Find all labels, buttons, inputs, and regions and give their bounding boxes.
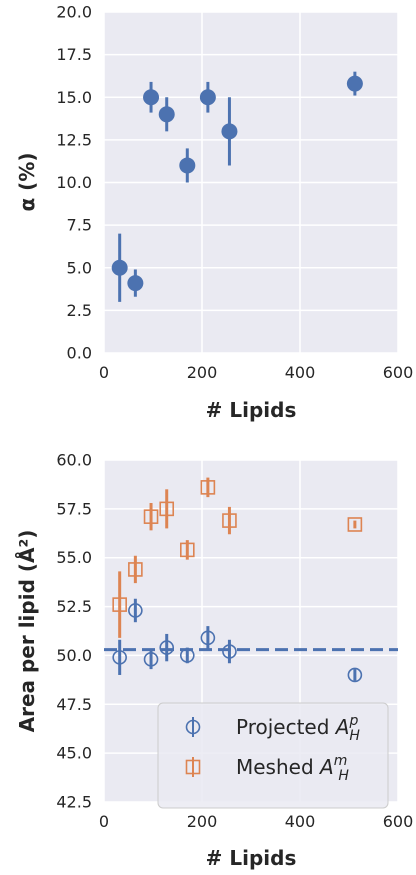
area-x-tick-label: 200 bbox=[187, 812, 218, 831]
alpha-data-point bbox=[199, 81, 216, 113]
point-marker bbox=[347, 667, 363, 683]
area-data-point bbox=[347, 517, 363, 532]
area-data-point bbox=[222, 639, 237, 664]
area-data-point bbox=[143, 649, 159, 670]
area-data-point bbox=[128, 555, 143, 584]
alpha-y-tick-label: 17.5 bbox=[56, 45, 92, 64]
point-marker bbox=[159, 640, 175, 655]
point-marker bbox=[200, 480, 216, 495]
alpha-tick-labels: 0.0 2.5 5.0 7.5 10.0 12.5 15.0 17.5 20.0 0 200 400 6… bbox=[56, 3, 413, 383]
legend-item: Projected Ap H bbox=[185, 713, 360, 744]
legend-swatch-marker bbox=[185, 759, 201, 775]
area-x-tick-label: 400 bbox=[285, 812, 316, 831]
area-data-point bbox=[143, 502, 159, 531]
area-data-point bbox=[200, 626, 216, 650]
area-y-tick-label: 57.5 bbox=[56, 499, 92, 518]
alpha-data-point bbox=[346, 71, 363, 96]
alpha-data-point bbox=[143, 81, 160, 113]
point-marker bbox=[221, 123, 238, 140]
alpha-y-tick-label: 7.5 bbox=[67, 216, 92, 235]
alpha-data-point bbox=[127, 269, 144, 297]
point-marker bbox=[127, 275, 144, 292]
alpha-data-point bbox=[111, 233, 128, 302]
legend-label: Projected Ap H bbox=[236, 713, 360, 744]
legend: Projected Ap H Meshed Am H bbox=[157, 702, 389, 809]
alpha-x-tick-label: 200 bbox=[187, 363, 218, 382]
area-data-point bbox=[200, 477, 216, 498]
alpha-x-tick-label: 600 bbox=[383, 363, 414, 382]
area-data-point bbox=[112, 571, 127, 638]
alpha-chart: 0.0 2.5 5.0 7.5 10.0 12.5 15.0 17.5 20.0 0 200 400 6… bbox=[15, 3, 413, 423]
point-marker bbox=[200, 630, 216, 646]
alpha-data-point bbox=[179, 148, 196, 183]
area-y-tick-label: 52.5 bbox=[56, 597, 92, 616]
area-y-tick-label: 55.0 bbox=[56, 548, 92, 567]
area-y-tick-label: 47.5 bbox=[56, 695, 92, 714]
area-data-point bbox=[112, 639, 127, 675]
area-data-point bbox=[128, 598, 143, 623]
point-marker bbox=[143, 509, 159, 524]
area-y-axis-label: Area per lipid (Å²) bbox=[15, 530, 39, 733]
point-marker bbox=[111, 259, 128, 276]
area-y-tick-label: 45.0 bbox=[56, 744, 92, 763]
alpha-y-tick-label: 2.5 bbox=[67, 301, 92, 320]
area-x-axis-label: # Lipids bbox=[206, 846, 297, 870]
alpha-y-tick-label: 12.5 bbox=[56, 130, 92, 149]
area-data-point bbox=[159, 633, 175, 662]
legend-box bbox=[157, 702, 389, 809]
point-marker bbox=[143, 89, 160, 106]
point-marker bbox=[347, 517, 363, 532]
alpha-x-axis-label: # Lipids bbox=[206, 398, 297, 422]
area-x-tick-label: 0 bbox=[99, 812, 109, 831]
legend-item: Meshed Am H bbox=[185, 753, 349, 784]
alpha-x-tick-label: 400 bbox=[285, 363, 316, 382]
area-y-tick-label: 42.5 bbox=[56, 793, 92, 812]
area-data-marks bbox=[104, 477, 398, 683]
area-y-tick-label: 50.0 bbox=[56, 646, 92, 665]
point-marker bbox=[112, 597, 127, 612]
legend-swatch-marker bbox=[185, 719, 201, 735]
area-per-lipid-chart: 42.5 45.0 47.5 50.0 52.5 55.0 57.5 60.0 0 200 400 6… bbox=[15, 451, 413, 871]
area-tick-labels: 42.5 45.0 47.5 50.0 52.5 55.0 57.5 60.0 0 200 400 6… bbox=[56, 451, 413, 832]
point-marker bbox=[180, 648, 195, 663]
area-x-tick-label: 600 bbox=[383, 812, 414, 831]
area-data-point bbox=[347, 667, 363, 683]
alpha-y-tick-label: 15.0 bbox=[56, 88, 92, 107]
point-marker bbox=[222, 513, 237, 528]
alpha-y-tick-label: 5.0 bbox=[67, 258, 92, 277]
alpha-y-tick-label: 0.0 bbox=[67, 344, 92, 363]
area-data-point bbox=[159, 489, 175, 529]
point-marker bbox=[158, 106, 175, 123]
area-data-point bbox=[180, 647, 195, 664]
point-marker bbox=[143, 652, 159, 667]
area-data-point bbox=[222, 506, 237, 535]
alpha-y-axis-label: α (%) bbox=[15, 152, 39, 211]
alpha-data-point bbox=[158, 97, 175, 132]
alpha-data-point bbox=[221, 97, 238, 166]
point-marker bbox=[128, 603, 143, 618]
point-marker bbox=[159, 501, 175, 517]
alpha-y-tick-label: 10.0 bbox=[56, 173, 92, 192]
area-data-point bbox=[180, 540, 195, 560]
point-marker bbox=[128, 562, 143, 577]
alpha-data-marks bbox=[111, 71, 363, 302]
alpha-x-tick-label: 0 bbox=[99, 363, 109, 382]
area-y-tick-label: 60.0 bbox=[56, 451, 92, 470]
alpha-y-tick-label: 20.0 bbox=[56, 3, 92, 22]
alpha-gridlines bbox=[103, 11, 399, 354]
point-marker bbox=[180, 542, 195, 558]
legend-label: Meshed Am H bbox=[236, 753, 349, 784]
point-marker bbox=[346, 75, 363, 92]
point-marker bbox=[222, 644, 237, 659]
point-marker bbox=[112, 650, 127, 665]
point-marker bbox=[179, 157, 196, 174]
point-marker bbox=[199, 89, 216, 106]
